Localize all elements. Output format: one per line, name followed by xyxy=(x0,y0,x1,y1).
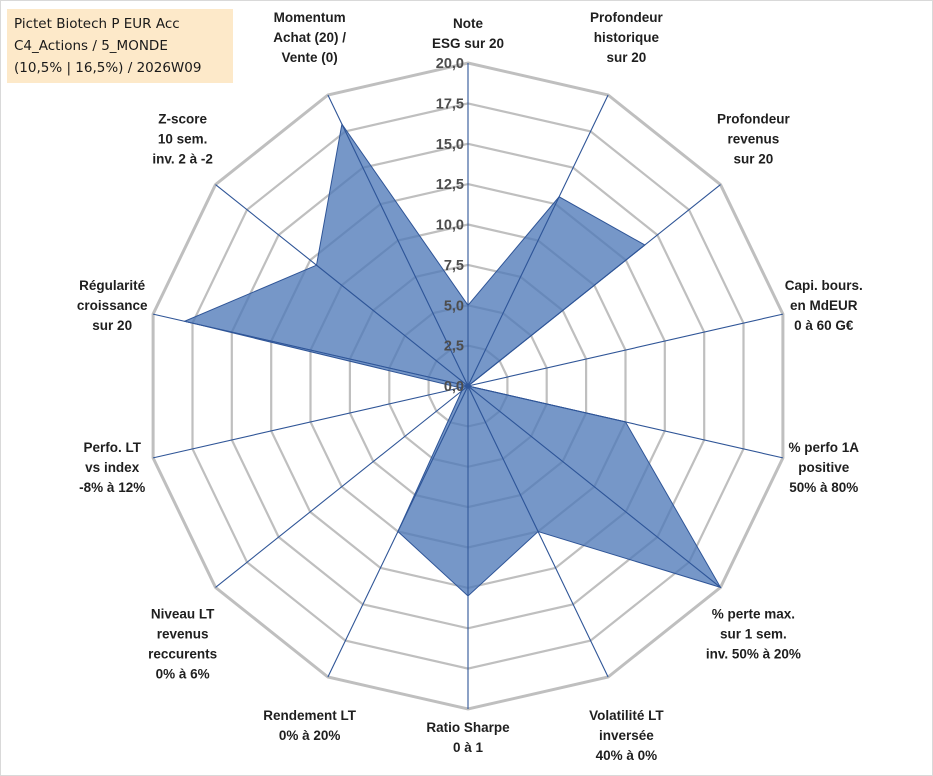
tick-layer: 0,0 2,5 5,0 7,5 10,0 12,5 15,0 17,5 20,0 xyxy=(436,56,464,395)
series-spoke xyxy=(467,385,626,423)
series-spoke xyxy=(467,244,646,387)
axis-label: Niveau LT revenus reccurents 0% à 6% xyxy=(148,607,217,682)
tick-label: 17,5 xyxy=(436,96,464,112)
axis-spoke xyxy=(152,385,469,459)
series-spoke xyxy=(459,385,469,389)
title-line-stats: (10,5% | 16,5%) / 2026W09 xyxy=(14,60,202,76)
axis-label: Régularité croissance sur 20 xyxy=(77,278,148,333)
series-spoke xyxy=(467,196,560,387)
tick-label: 0,0 xyxy=(444,379,464,395)
series-spoke xyxy=(461,385,469,392)
series-spoke xyxy=(467,385,721,588)
axis-label: Profondeur historique sur 20 xyxy=(590,10,663,65)
tick-label: 2,5 xyxy=(444,339,464,355)
series-layer xyxy=(183,122,722,597)
axis-label: Profondeur revenus sur 20 xyxy=(717,111,790,166)
series-spoke xyxy=(397,385,469,532)
axis-label: Capi. bours. en MdEUR 0 à 60 G€ xyxy=(785,278,863,333)
tick-label: 5,0 xyxy=(444,298,464,314)
tick-label: 20,0 xyxy=(436,56,464,72)
axis-spoke xyxy=(467,313,784,387)
tick-label: 10,0 xyxy=(436,218,464,234)
axis-label: Note ESG sur 20 xyxy=(432,16,504,51)
axis-spoke xyxy=(215,385,469,588)
tick-label: 15,0 xyxy=(436,137,464,153)
axis-label: Momentum Achat (20) / Vente (0) xyxy=(273,10,346,65)
axis-label: Perfo. LT vs index -8% à 12% xyxy=(79,440,145,495)
axis-label-layer: Note ESG sur 20 Profondeur historique sur 20… xyxy=(77,10,863,763)
axis-label: % perte max. sur 1 sem. inv. 50% à 20% xyxy=(706,607,801,662)
axis-label: Z-score 10 sem. inv. 2 à -2 xyxy=(152,111,213,166)
axis-label: Rendement LT 0% à 20% xyxy=(263,708,357,743)
title-line-fund: Pictet Biotech P EUR Acc xyxy=(14,16,180,32)
title-box: Pictet Biotech P EUR Acc C4_Actions / 5_… xyxy=(7,9,233,83)
series-spoke xyxy=(316,264,469,387)
series-spoke xyxy=(341,123,469,387)
title-line-category: C4_Actions / 5_MONDE xyxy=(14,38,168,54)
axis-label: % perfo 1A positive 50% à 80% xyxy=(789,440,860,495)
tick-label: 7,5 xyxy=(444,258,464,274)
axis-label: Ratio Sharpe 0 à 1 xyxy=(426,720,510,755)
tick-label: 12,5 xyxy=(436,177,464,193)
axis-label: Volatilité LT inversée 40% à 0% xyxy=(589,708,664,763)
series-spoke xyxy=(467,385,539,532)
series-spoke xyxy=(184,320,469,387)
